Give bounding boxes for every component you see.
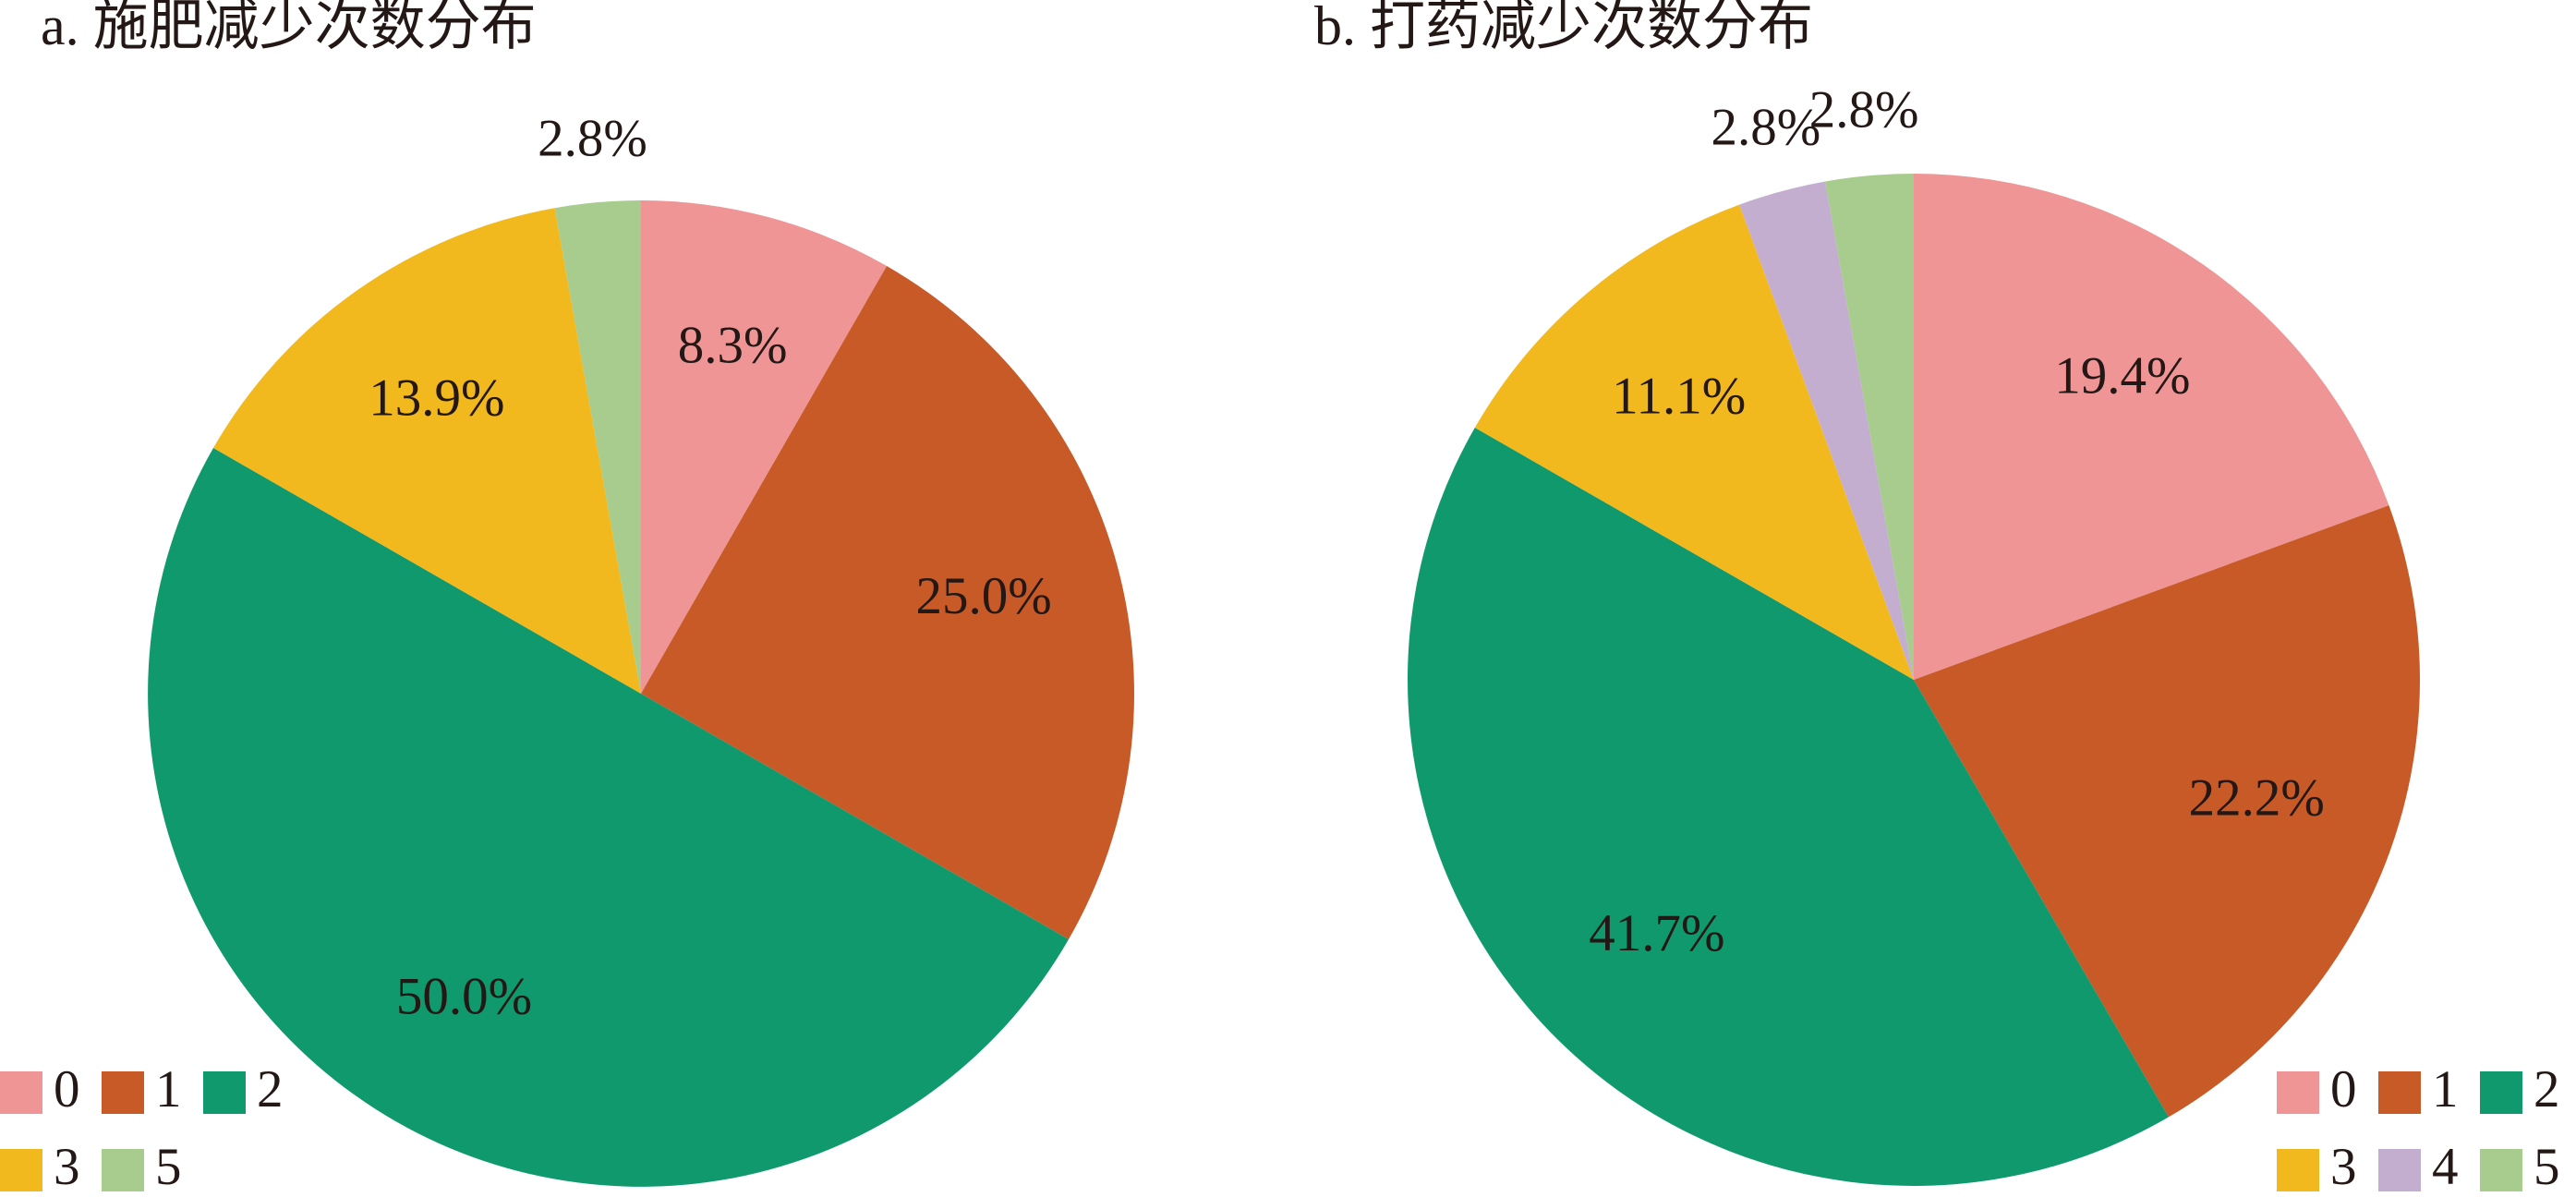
legend-label: 5	[2534, 1138, 2560, 1196]
legend-label: 1	[155, 1060, 182, 1118]
pie-slice	[1914, 174, 2389, 680]
data-label: 25.0%	[916, 567, 1052, 625]
legend-swatch	[2277, 1071, 2319, 1114]
legend-swatch	[0, 1071, 42, 1114]
legend-swatch	[0, 1149, 42, 1191]
data-label: 22.2%	[2189, 769, 2325, 828]
chart-title: b. 打药减少次数分布	[1314, 0, 1813, 56]
pie-slice	[212, 208, 641, 694]
pie-slice	[1407, 427, 2169, 1186]
data-label: 41.7%	[1589, 904, 1724, 962]
pie-slice	[1825, 174, 1914, 680]
legend-label: 3	[54, 1138, 80, 1196]
legend-swatch	[2378, 1149, 2421, 1191]
pie-slice	[1739, 181, 1914, 680]
pie-slice	[641, 265, 1134, 940]
legend-label: 1	[2432, 1060, 2459, 1118]
pie-slice	[148, 447, 1070, 1187]
legend-label: 0	[2330, 1060, 2357, 1118]
legend-label: 2	[2534, 1060, 2560, 1118]
legend-swatch	[2480, 1071, 2522, 1114]
legend-label: 4	[2432, 1138, 2459, 1196]
legend-swatch	[2480, 1149, 2522, 1191]
legend-swatch	[102, 1149, 144, 1191]
legend-swatch	[2277, 1149, 2319, 1191]
legend-label: 0	[54, 1060, 80, 1118]
data-label: 11.1%	[1612, 367, 1746, 425]
legend-label: 2	[257, 1060, 284, 1118]
data-label: 50.0%	[396, 967, 532, 1025]
data-label: 2.8%	[1809, 81, 1919, 139]
data-label: 8.3%	[678, 317, 788, 375]
legend-label: 3	[2330, 1138, 2357, 1196]
legend-label: 5	[155, 1138, 182, 1196]
data-label: 2.8%	[538, 109, 647, 167]
data-label: 13.9%	[369, 369, 504, 428]
data-label: 19.4%	[2054, 347, 2190, 405]
legend-swatch	[102, 1071, 144, 1114]
pie-slice	[554, 200, 641, 694]
legend-swatch	[203, 1071, 246, 1114]
data-label: 2.8%	[1711, 99, 1821, 157]
chart-title: a. 施肥减少次数分布	[41, 0, 537, 56]
pie-slice	[1914, 505, 2421, 1118]
pie-slice	[1474, 204, 1914, 680]
pie-slice	[641, 200, 888, 694]
legend-swatch	[2378, 1071, 2421, 1114]
